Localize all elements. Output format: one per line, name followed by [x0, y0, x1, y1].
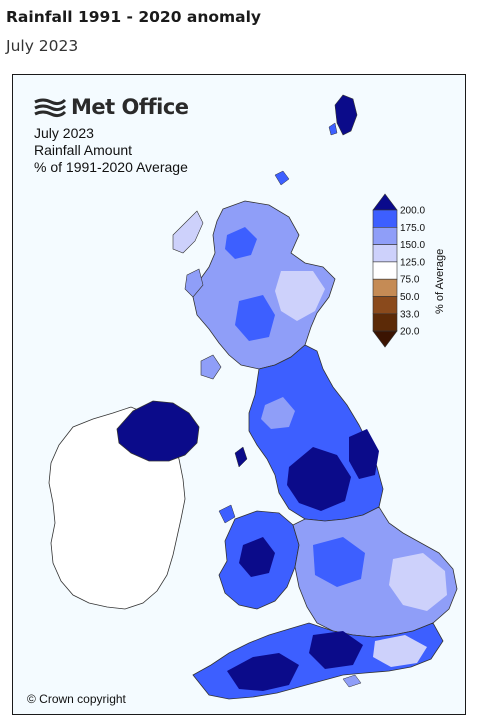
anglesey — [218, 504, 236, 524]
legend-top-arrow — [372, 193, 398, 211]
legend-title: % of Average — [434, 249, 446, 314]
legend-tick-label: 50.0 — [400, 292, 420, 303]
south-east-light — [373, 635, 427, 667]
south-central-dark-patch — [309, 631, 363, 669]
met-office-swoosh-icon — [34, 98, 67, 118]
legend-tick-label: 150.0 — [400, 240, 425, 251]
wales-dark-patch — [239, 537, 275, 577]
islay-isle — [200, 354, 222, 380]
north-west-dark-patch — [287, 447, 351, 511]
legend-swatch — [372, 226, 398, 245]
northern-ireland-region — [116, 400, 200, 462]
uk-rainfall-map-graphic — [48, 94, 458, 700]
lake-district-light — [261, 397, 295, 429]
isle-of-wight — [342, 674, 362, 688]
orkney-isles — [274, 170, 290, 186]
copyright-notice: © Crown copyright — [27, 692, 126, 706]
legend-tick-label: 75.0 — [400, 275, 420, 286]
inner-isles — [184, 268, 204, 298]
legend-swatch — [372, 261, 398, 280]
legend-swatch — [372, 278, 398, 297]
page-subtitle: July 2023 — [6, 37, 79, 55]
legend-tick-label: 125.0 — [400, 257, 425, 268]
midlands-wet-patch — [313, 537, 365, 587]
scotland-dark-patch — [225, 227, 257, 259]
met-office-logo: Met Office — [33, 95, 189, 119]
legend-tick-label: 175.0 — [400, 223, 425, 234]
legend-swatch — [372, 244, 398, 263]
east-anglia-light — [389, 553, 447, 611]
scotland-west-patch — [235, 295, 275, 341]
brand-name: Met Office — [71, 95, 189, 119]
legend-tick-label: 20.0 — [400, 327, 420, 338]
legend-swatch — [372, 209, 398, 228]
isle-of-man — [234, 446, 248, 468]
legend-tick-label: 33.0 — [400, 309, 420, 320]
western-isles — [172, 210, 204, 254]
map-info: July 2023 Rainfall Amount % of 1991-2020… — [34, 125, 188, 176]
map-info-units: % of 1991-2020 Average — [34, 159, 188, 175]
south-west-dark-patch — [227, 653, 299, 691]
legend-tick-label: 200.0 — [400, 206, 425, 217]
rainfall-map: Met Office July 2023 Rainfall Amount % o… — [12, 74, 466, 715]
colour-legend: 200.0 175.0 150.0 125.0 75.0 50.0 33.0 20.0 % o… — [369, 192, 459, 352]
legend-swatch — [372, 296, 398, 315]
north-east-dark-patch — [349, 429, 379, 479]
page-title: Rainfall 1991 - 2020 anomaly — [6, 8, 262, 26]
legend-graphic: 200.0 175.0 150.0 125.0 75.0 50.0 33.0 20.0 % o… — [372, 193, 446, 348]
shetland-west — [328, 122, 338, 136]
scotland-light-patch — [275, 271, 325, 321]
map-info-variable: Rainfall Amount — [34, 142, 133, 158]
legend-bottom-arrow — [372, 330, 398, 348]
shetland-isles — [334, 94, 358, 136]
map-info-date: July 2023 — [34, 125, 94, 141]
legend-swatch — [372, 313, 398, 332]
